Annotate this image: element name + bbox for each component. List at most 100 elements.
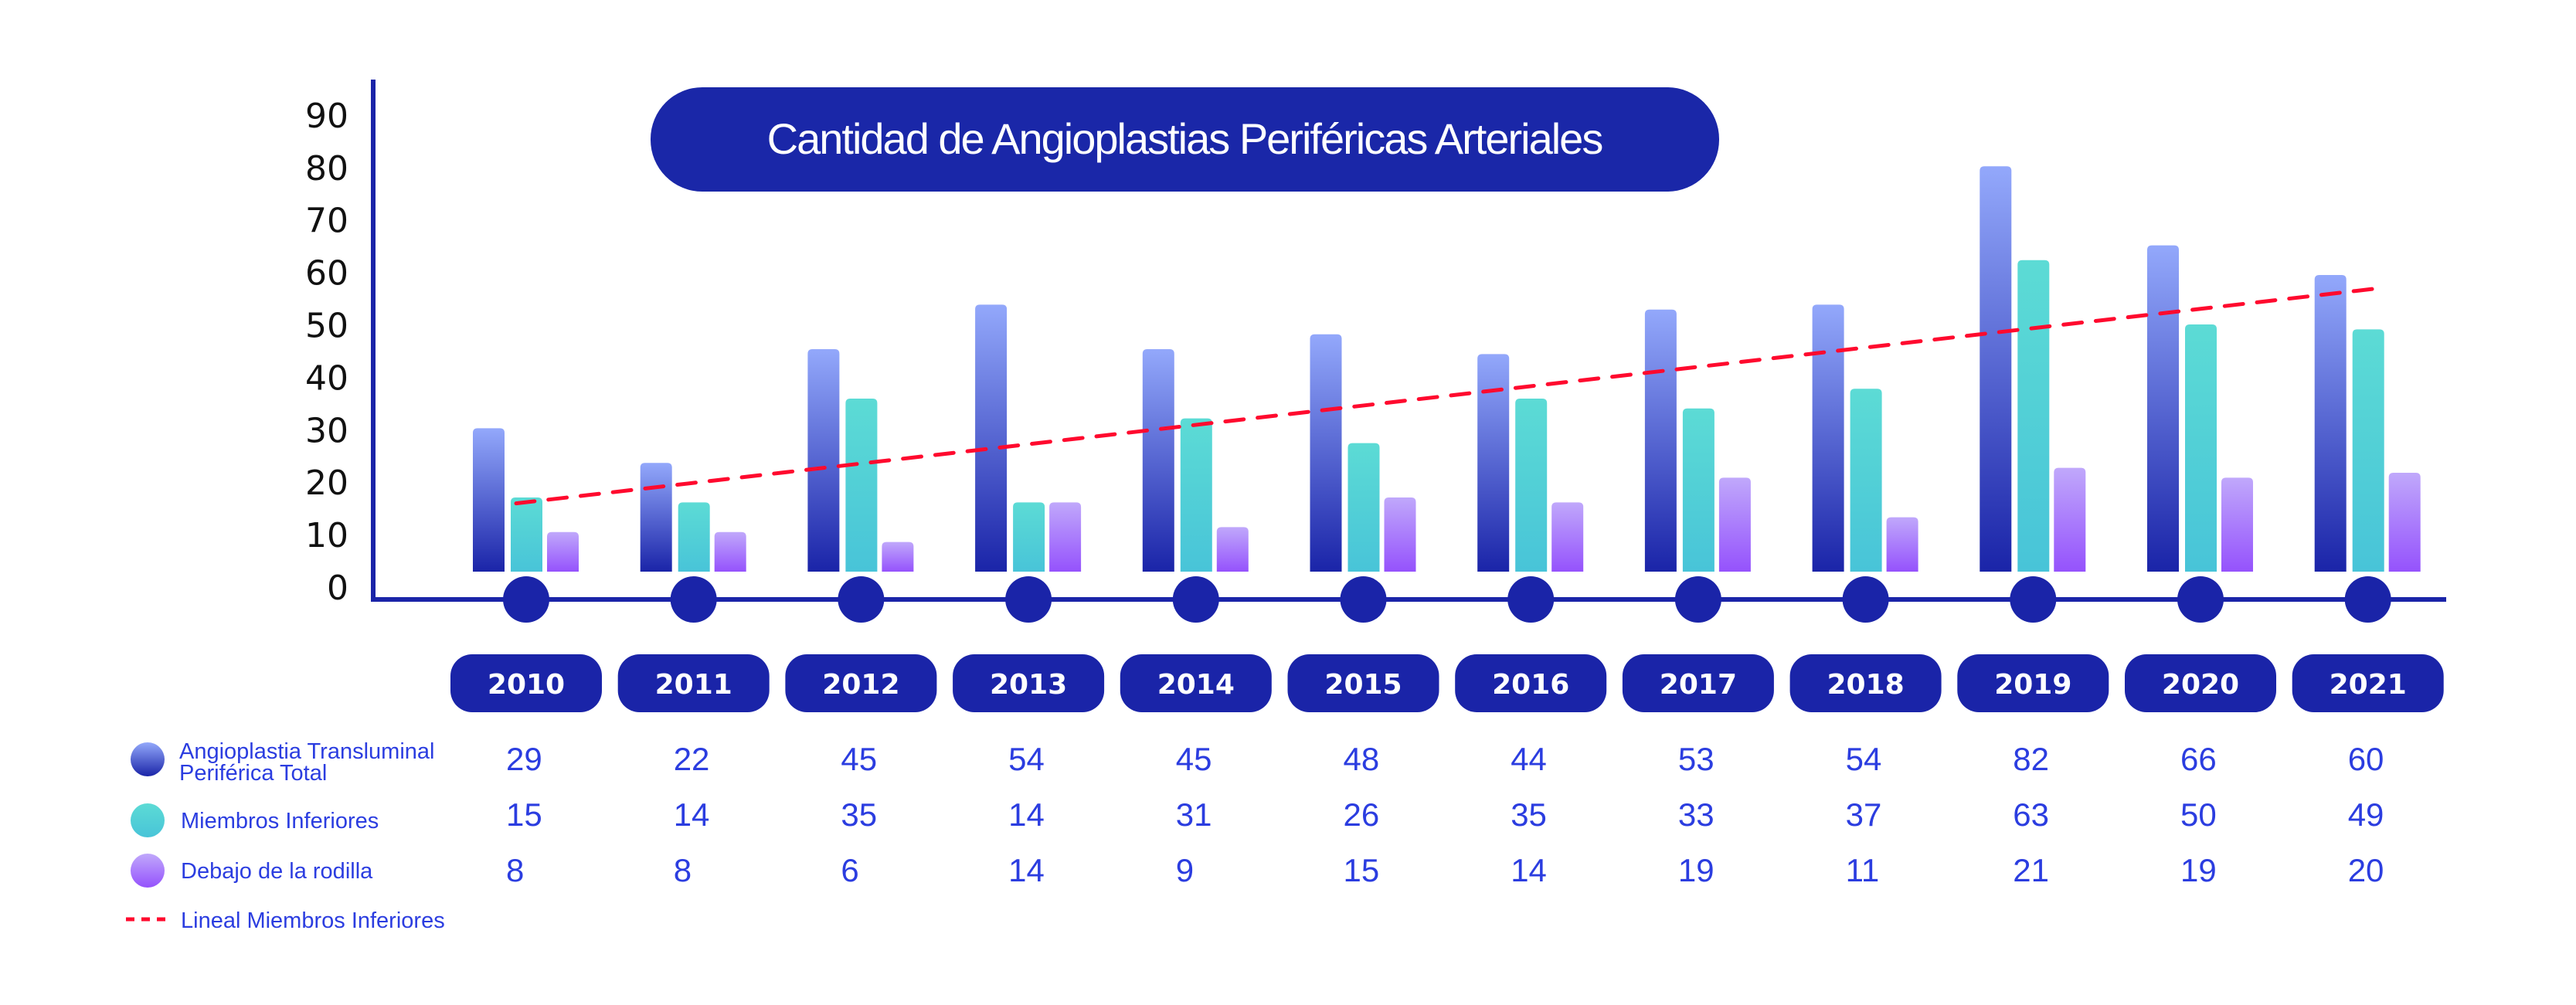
year-labels: 2010 2011 2012 2013 2014 2015 2016 2017 2018 2019… (450, 654, 2444, 712)
bar[interactable] (2221, 477, 2253, 572)
table-cell-value: 66 (2180, 741, 2217, 777)
year-pill-2012[interactable]: 2012 (785, 654, 937, 712)
year-pill-2016[interactable]: 2016 (1455, 654, 1607, 712)
bar[interactable] (1013, 502, 1045, 572)
bar[interactable] (845, 399, 878, 572)
table-cell-value: 35 (1511, 796, 1547, 833)
x-axis-marker-dot (1340, 576, 1387, 623)
x-axis-markers (503, 576, 2391, 623)
bar[interactable] (547, 531, 579, 572)
data-table: 29 22 45 54 45 48 44 53 54 82 66 60 15 14 35 14 31 26 35 33… (506, 741, 2384, 888)
legend-label-line: Angioplastia Transluminal (179, 739, 434, 764)
year-pill-2018[interactable]: 2018 (1789, 654, 1942, 712)
bar[interactable] (2185, 324, 2217, 572)
year-pill-2013[interactable]: 2013 (953, 654, 1105, 712)
year-pill-2019[interactable]: 2019 (1957, 654, 2109, 712)
bar[interactable] (2314, 275, 2347, 572)
bar-group-2012 (807, 349, 914, 572)
bar[interactable] (2388, 473, 2421, 572)
year-pill-2017[interactable]: 2017 (1622, 654, 1774, 712)
bar[interactable] (2017, 260, 2050, 572)
y-tick-label: 60 (305, 254, 348, 294)
trend-line-path (514, 285, 2387, 506)
table-cell-value: 14 (674, 796, 710, 833)
table-cell-value: 53 (1678, 741, 1715, 777)
bar[interactable] (473, 428, 505, 572)
y-tick-label: 40 (305, 358, 348, 398)
year-pill-background (785, 654, 937, 712)
year-pill-2010[interactable]: 2010 (450, 654, 602, 712)
table-cell-value: 48 (1344, 741, 1380, 777)
x-axis-marker-dot (2177, 576, 2224, 623)
table-cell-value: 21 (2013, 852, 2049, 888)
bar[interactable] (1477, 354, 1510, 572)
bar[interactable] (2054, 467, 2086, 572)
bar-group-2015 (1310, 334, 1416, 572)
bar[interactable] (2147, 245, 2179, 572)
chart-title: Cantidad de Angioplastias Periféricas Ar… (767, 114, 1602, 163)
year-label: 2014 (1157, 669, 1235, 701)
year-label: 2021 (2330, 669, 2407, 701)
bar[interactable] (678, 502, 710, 572)
table-cell-value: 82 (2013, 741, 2049, 777)
bar-group-2017 (1644, 309, 1751, 572)
bar[interactable] (1718, 477, 1751, 572)
bar[interactable] (1850, 389, 1882, 572)
y-tick-label: 90 (305, 97, 348, 136)
legend-item-series-2: Debajo de la rodilla (131, 854, 373, 888)
y-tick-label: 30 (305, 411, 348, 450)
bar[interactable] (882, 542, 914, 572)
x-axis-marker-dot (1507, 576, 1555, 623)
x-axis-marker-dot (1172, 576, 1219, 623)
bar[interactable] (1682, 408, 1715, 572)
bar[interactable] (1347, 443, 1380, 572)
year-pill-2021[interactable]: 2021 (2292, 654, 2444, 712)
bar[interactable] (511, 497, 542, 572)
bar[interactable] (1644, 309, 1677, 572)
bar[interactable] (1310, 334, 1342, 572)
bar[interactable] (975, 304, 1008, 572)
table-cell-value: 6 (841, 852, 858, 888)
x-axis-marker-dot (838, 576, 885, 623)
table-cell-value: 50 (2180, 796, 2217, 833)
y-tick-label: 70 (305, 202, 348, 241)
bar[interactable] (1551, 502, 1584, 572)
legend-item-series-1: Miembros Inferiores (131, 803, 379, 837)
table-cell-value: 26 (1344, 796, 1380, 833)
year-pill-2011[interactable]: 2011 (617, 654, 770, 712)
table-cell-value: 15 (1344, 852, 1380, 888)
y-tick-label: 10 (305, 516, 348, 555)
bar[interactable] (1049, 502, 1082, 572)
year-pill-background (953, 654, 1105, 712)
bar[interactable] (714, 531, 746, 572)
bar[interactable] (1980, 166, 2012, 572)
y-tick-label: 0 (327, 569, 348, 608)
legend-swatch-icon (131, 803, 165, 837)
bar[interactable] (1886, 517, 1918, 572)
bar[interactable] (640, 463, 672, 572)
year-pill-2014[interactable]: 2014 (1120, 654, 1272, 712)
table-cell-value: 20 (2348, 852, 2384, 888)
bar-group-2021 (2314, 275, 2421, 572)
bar[interactable] (1812, 304, 1844, 572)
bar[interactable] (1142, 349, 1174, 572)
bars (473, 166, 2421, 572)
table-row-series-1: 15 14 35 14 31 26 35 33 37 63 50 49 (506, 796, 2384, 833)
bar[interactable] (1216, 527, 1249, 572)
legend-label: Miembros Inferiores (181, 809, 379, 834)
table-cell-value: 49 (2348, 796, 2384, 833)
table-cell-value: 54 (1846, 741, 1882, 777)
year-pill-2015[interactable]: 2015 (1287, 654, 1439, 712)
bar[interactable] (1515, 399, 1548, 572)
year-label: 2012 (822, 669, 899, 701)
bar[interactable] (1180, 418, 1212, 572)
bar[interactable] (807, 349, 840, 572)
year-pill-background (1287, 654, 1439, 712)
table-cell-value: 44 (1511, 741, 1547, 777)
bar[interactable] (2352, 329, 2384, 572)
year-pill-background (1957, 654, 2109, 712)
table-cell-value: 11 (1846, 852, 1880, 888)
bar[interactable] (1384, 497, 1416, 572)
year-pill-2020[interactable]: 2020 (2125, 654, 2276, 712)
